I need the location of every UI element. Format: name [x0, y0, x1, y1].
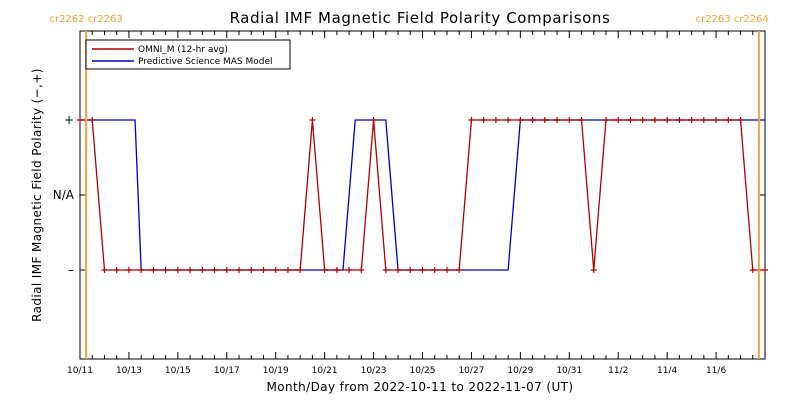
series-point [321, 267, 328, 273]
series-point [676, 117, 683, 123]
series-point [664, 117, 671, 123]
series-point [578, 117, 585, 123]
series-point [492, 117, 499, 123]
x-tick-label: 10/17 [214, 366, 240, 376]
x-tick-label: 11/2 [608, 366, 628, 376]
series-point [615, 117, 622, 123]
x-tick-label: 10/27 [458, 366, 484, 376]
x-tick-label: 10/13 [116, 366, 142, 376]
series-point [700, 117, 707, 123]
series-point [150, 267, 157, 273]
legend: OMNI_M (12-hr avg) Predictive Science MA… [85, 39, 291, 70]
series-point [688, 117, 695, 123]
series-point [541, 117, 548, 123]
chart-title: Radial IMF Magnetic Field Polarity Compa… [230, 9, 611, 27]
x-tick-label: 10/19 [263, 366, 289, 376]
series-point [419, 267, 426, 273]
carrington-rotation-label: cr2263 cr2264 [696, 14, 769, 25]
series-point [480, 117, 487, 123]
y-tick-label: N/A [53, 188, 75, 202]
y-tick-label: + [64, 113, 74, 127]
series-point [713, 117, 720, 123]
series-point [174, 267, 181, 273]
x-tick-label: 10/29 [507, 366, 533, 376]
x-tick-label: 10/21 [312, 366, 338, 376]
series-point [407, 267, 414, 273]
series-point [590, 267, 597, 273]
series-point [554, 117, 561, 123]
series-point [236, 267, 243, 273]
x-tick-label: 10/31 [556, 366, 582, 376]
x-tick-label: 10/11 [67, 366, 93, 376]
series-point [211, 267, 218, 273]
series-point [529, 117, 536, 123]
series-point [162, 267, 169, 273]
legend-label-mas: Predictive Science MAS Model [138, 57, 273, 67]
series-point [358, 267, 365, 273]
series-point [223, 267, 230, 273]
series-point [639, 117, 646, 123]
series-point [138, 267, 145, 273]
series-point [297, 267, 304, 273]
series-point [248, 267, 255, 273]
series-point [89, 117, 96, 123]
x-tick-label: 11/4 [657, 366, 677, 376]
series-point [346, 267, 353, 273]
y-axis-label: Radial IMF Magnetic Field Polarity (−,+) [30, 68, 44, 322]
legend-box [85, 39, 291, 70]
series-point [566, 117, 573, 123]
series-point [187, 267, 194, 273]
series-point [309, 117, 316, 123]
series-point [725, 117, 732, 123]
x-tick-label: 11/6 [706, 366, 726, 376]
series-point [517, 117, 524, 123]
series-point [443, 267, 450, 273]
series-point [602, 117, 609, 123]
series-point [456, 267, 463, 273]
series-point [431, 267, 438, 273]
series-point [77, 117, 83, 123]
series-point [395, 267, 402, 273]
series-point [272, 267, 279, 273]
series-point [749, 267, 756, 273]
series-point [199, 267, 206, 273]
series-point [113, 267, 120, 273]
x-tick-label: 10/25 [410, 366, 436, 376]
series-point [101, 267, 108, 273]
series-point [762, 267, 768, 273]
y-tick-label: – [68, 263, 74, 277]
series-point [284, 267, 291, 273]
series-point [505, 117, 512, 123]
series-point [382, 267, 389, 273]
x-tick-label: 10/15 [165, 366, 191, 376]
series-point [260, 267, 267, 273]
series-point [627, 117, 634, 123]
carrington-rotation-label: cr2262 cr2263 [49, 14, 122, 25]
x-axis-label: Month/Day from 2022-10-11 to 2022-11-07 … [267, 380, 574, 394]
series-point [370, 117, 377, 123]
series-point [651, 117, 658, 123]
series-point [125, 267, 132, 273]
x-tick-label: 10/23 [361, 366, 387, 376]
series-line-1 [80, 119, 765, 271]
legend-label-omni: OMNI_M (12-hr avg) [138, 45, 228, 55]
series-point [468, 117, 475, 123]
series-point [737, 117, 744, 123]
series-point [333, 267, 340, 273]
